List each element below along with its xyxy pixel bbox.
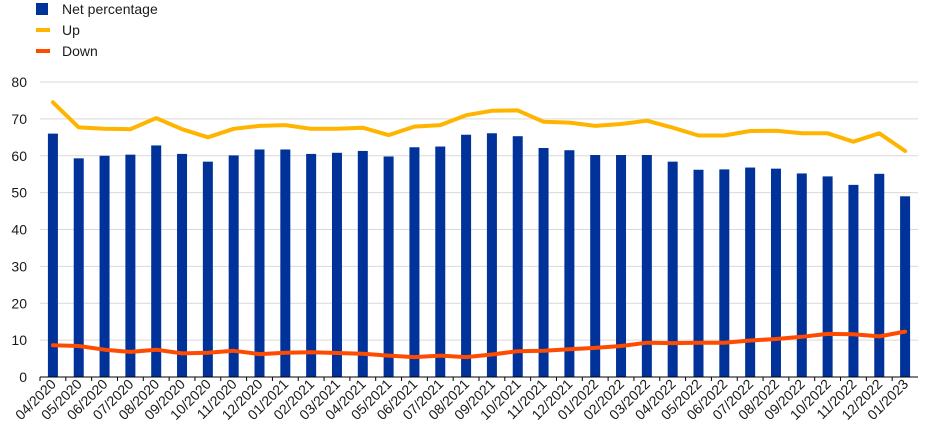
bar-net-percentage xyxy=(383,156,394,377)
bar-net-percentage xyxy=(667,161,678,377)
bar-net-percentage xyxy=(770,168,781,377)
legend: Net percentage Up Down xyxy=(36,1,158,59)
bar-net-percentage xyxy=(616,155,627,377)
bar-net-percentage xyxy=(461,134,472,377)
y-tick-label: 10 xyxy=(11,332,27,348)
bar-net-percentage xyxy=(900,196,911,377)
bar-net-percentage xyxy=(745,167,756,377)
line-down xyxy=(50,329,908,360)
bar-net-percentage xyxy=(306,153,317,377)
bar-net-percentage xyxy=(848,184,859,377)
y-tick-label: 70 xyxy=(11,111,27,127)
bar-net-percentage xyxy=(590,155,601,377)
bar-net-percentage xyxy=(409,147,420,377)
line-series xyxy=(50,100,908,360)
bar-net-percentage xyxy=(512,136,523,377)
y-tick-label: 0 xyxy=(19,369,27,385)
bar-net-percentage xyxy=(486,133,497,377)
gridlines xyxy=(40,81,918,341)
bar-net-percentage xyxy=(693,169,704,377)
y-tick-label: 80 xyxy=(11,74,27,90)
y-tick-label: 20 xyxy=(11,295,27,311)
y-axis: 0 10 20 30 40 50 60 70 80 xyxy=(11,74,27,385)
legend-swatch-up xyxy=(36,28,50,32)
bar-net-percentage xyxy=(719,169,730,377)
legend-swatch-down xyxy=(36,49,50,53)
legend-label-down: Down xyxy=(62,43,98,59)
bar-net-percentage xyxy=(73,158,84,377)
legend-label-net-percentage: Net percentage xyxy=(62,1,158,17)
bar-net-percentage xyxy=(331,152,342,377)
bar-net-percentage xyxy=(435,146,446,377)
bar-net-percentage xyxy=(280,149,291,377)
y-tick-label: 50 xyxy=(11,185,27,201)
y-tick-label: 30 xyxy=(11,258,27,274)
bar-net-percentage xyxy=(47,133,58,377)
legend-swatch-net-percentage xyxy=(36,3,48,15)
bar-net-percentage xyxy=(125,154,136,377)
y-tick-label: 60 xyxy=(11,148,27,164)
bar-net-percentage xyxy=(254,149,265,377)
bar-net-percentage xyxy=(177,153,188,377)
legend-label-up: Up xyxy=(62,22,80,38)
bar-net-percentage xyxy=(228,155,239,377)
bar-series xyxy=(47,133,911,377)
y-tick-label: 40 xyxy=(11,222,27,238)
bar-net-percentage xyxy=(357,150,368,377)
bar-net-percentage xyxy=(641,155,652,377)
bar-net-percentage xyxy=(151,145,162,377)
bar-net-percentage xyxy=(796,173,807,377)
bar-net-percentage xyxy=(874,173,885,377)
bar-net-percentage xyxy=(822,176,833,377)
bar-net-percentage xyxy=(99,155,110,377)
x-axis: 04/202005/202006/202007/202008/202009/20… xyxy=(12,376,911,423)
bar-net-percentage xyxy=(202,161,213,377)
bar-net-percentage xyxy=(564,150,575,377)
bar-net-percentage xyxy=(538,148,549,377)
line-up xyxy=(50,100,908,153)
